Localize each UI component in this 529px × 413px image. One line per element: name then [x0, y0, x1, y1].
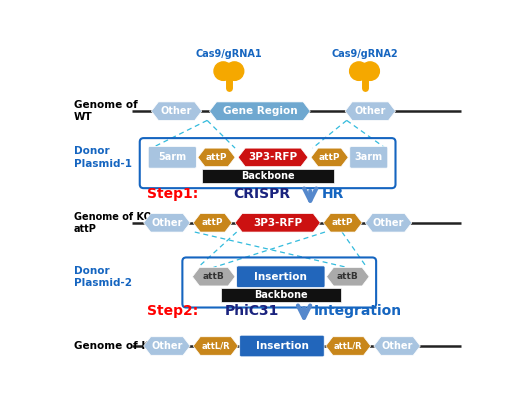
Text: Cas9/gRNA1: Cas9/gRNA1 — [196, 49, 262, 59]
Text: Plasmid-2: Plasmid-2 — [74, 278, 132, 288]
Polygon shape — [326, 337, 371, 355]
Text: Other: Other — [354, 106, 386, 116]
Text: WT: WT — [74, 112, 93, 122]
Text: 5arm: 5arm — [158, 152, 186, 162]
Text: Other: Other — [373, 218, 404, 228]
Text: Plasmid-1: Plasmid-1 — [74, 159, 132, 169]
Text: HR: HR — [322, 188, 344, 201]
Text: Integration: Integration — [314, 304, 402, 318]
Text: Other: Other — [381, 341, 413, 351]
Text: Backbone: Backbone — [241, 171, 295, 181]
Polygon shape — [323, 214, 362, 232]
Polygon shape — [326, 268, 369, 286]
Text: attP: attP — [202, 218, 223, 227]
Polygon shape — [311, 148, 348, 166]
Text: attP: attP — [332, 218, 353, 227]
Text: Donor: Donor — [74, 266, 110, 275]
FancyBboxPatch shape — [236, 266, 325, 287]
Circle shape — [214, 62, 233, 81]
Text: Genome of KI: Genome of KI — [74, 341, 153, 351]
Text: Gene Region: Gene Region — [223, 106, 297, 116]
Polygon shape — [144, 337, 190, 355]
Polygon shape — [193, 268, 235, 286]
Text: 3P3-RFP: 3P3-RFP — [249, 152, 298, 162]
Text: 3P3-RFP: 3P3-RFP — [253, 218, 302, 228]
Text: attP: attP — [74, 224, 97, 234]
Polygon shape — [151, 102, 202, 121]
Text: attB: attB — [203, 272, 225, 281]
FancyBboxPatch shape — [350, 147, 388, 168]
Text: Genome of KO-: Genome of KO- — [74, 211, 156, 222]
Polygon shape — [144, 214, 190, 232]
Circle shape — [361, 62, 379, 81]
Polygon shape — [235, 214, 321, 232]
Text: attL/R: attL/R — [334, 342, 362, 351]
Text: attP: attP — [319, 153, 340, 162]
FancyBboxPatch shape — [240, 335, 324, 357]
Polygon shape — [193, 214, 232, 232]
Text: Other: Other — [161, 106, 192, 116]
Polygon shape — [374, 337, 421, 355]
Text: attB: attB — [337, 272, 359, 281]
Polygon shape — [209, 102, 310, 121]
Text: Step1:: Step1: — [148, 188, 199, 201]
Text: attL/R: attL/R — [202, 342, 230, 351]
Text: CRISPR: CRISPR — [233, 188, 290, 201]
Text: Other: Other — [151, 218, 183, 228]
Text: Backbone: Backbone — [254, 290, 308, 300]
Text: Other: Other — [151, 341, 183, 351]
Text: Insertion: Insertion — [256, 341, 308, 351]
Circle shape — [225, 62, 244, 81]
Text: Genome of: Genome of — [74, 100, 138, 110]
Polygon shape — [366, 214, 412, 232]
FancyBboxPatch shape — [148, 147, 196, 168]
Text: attP: attP — [206, 153, 227, 162]
Text: Insertion: Insertion — [254, 272, 307, 282]
Polygon shape — [238, 148, 308, 166]
Text: PhiC31: PhiC31 — [225, 304, 279, 318]
Bar — [221, 288, 341, 302]
Text: Donor: Donor — [74, 146, 110, 156]
Polygon shape — [198, 148, 235, 166]
Text: Step2:: Step2: — [148, 304, 199, 318]
Polygon shape — [193, 337, 238, 355]
Polygon shape — [345, 102, 396, 121]
Text: 3arm: 3arm — [355, 152, 383, 162]
Bar — [202, 169, 333, 183]
Circle shape — [350, 62, 368, 81]
Text: Cas9/gRNA2: Cas9/gRNA2 — [331, 49, 398, 59]
